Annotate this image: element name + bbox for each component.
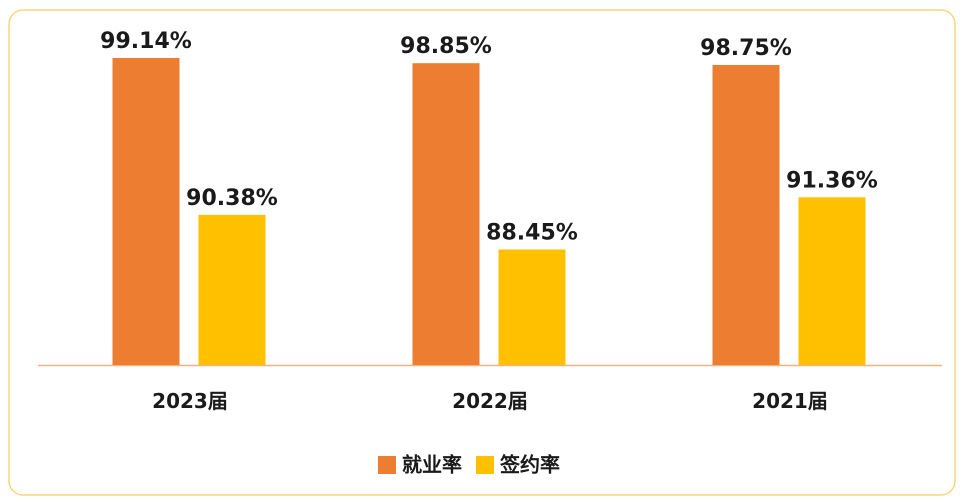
data-label: 88.45% — [486, 220, 578, 245]
data-label: 91.36% — [786, 168, 878, 193]
bar — [712, 64, 780, 365]
legend-label: 就业率 — [402, 453, 462, 477]
x-tick-label: 2021届 — [752, 389, 828, 413]
bar — [798, 197, 866, 365]
bar — [498, 249, 566, 365]
x-tick-label: 2023届 — [152, 389, 228, 413]
legend-swatch — [476, 456, 494, 474]
data-label: 98.75% — [700, 36, 792, 61]
data-label: 90.38% — [186, 186, 278, 211]
x-tick-label: 2022届 — [452, 389, 528, 413]
bar — [112, 58, 180, 366]
data-label: 99.14% — [100, 29, 192, 54]
legend-label: 签约率 — [499, 453, 560, 477]
data-label: 98.85% — [400, 34, 492, 59]
bar — [412, 63, 480, 365]
legend-swatch — [378, 456, 396, 474]
bar — [198, 214, 266, 365]
